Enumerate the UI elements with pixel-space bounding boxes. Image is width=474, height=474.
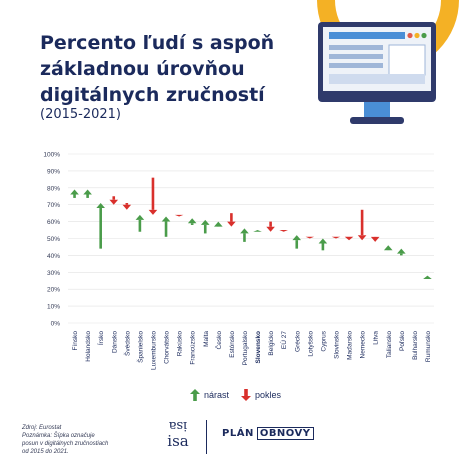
logo-divider: [206, 420, 207, 454]
x-tick-label: Francúzsko: [190, 331, 197, 365]
title-line-3: digitálnych zručností: [40, 84, 265, 106]
x-tick-label: Grécko: [294, 331, 301, 352]
legend-decrease-label: pokles: [255, 390, 282, 400]
isa-logo-mirror: isa: [168, 418, 188, 433]
decrease-arrow-head: [305, 236, 315, 239]
up-arrow-icon: [190, 389, 200, 401]
monitor-illustration: [317, 0, 459, 124]
x-tick-label: EÚ 27: [279, 331, 288, 349]
x-tick-label: Rumunsko: [425, 331, 432, 362]
x-tick-label: Portugalsko: [242, 331, 249, 366]
x-tick-label: Nemecko: [360, 331, 367, 359]
decrease-arrow-head: [227, 221, 236, 227]
x-tick-label: Holandsko: [85, 331, 92, 362]
increase-arrow-head: [135, 214, 145, 220]
decrease-arrow-head: [266, 226, 275, 232]
increase-arrow-head: [187, 218, 197, 224]
title-line-2: základnou úrovňou: [40, 58, 245, 80]
increase-arrow-head: [240, 228, 249, 234]
plan-logo-text: PLÁN: [222, 428, 254, 439]
x-tick-label: Slovinsko: [333, 331, 340, 359]
source-line-1: Zdroj: Eurostat: [22, 425, 62, 431]
increase-arrow-head: [161, 216, 171, 222]
decrease-arrow-head: [331, 236, 341, 239]
decrease-arrow-head: [344, 236, 354, 241]
plan-obnovy-logo: PLÁN OBNOVY: [222, 427, 314, 440]
decrease-arrow-head: [174, 214, 184, 217]
x-tick-label: Španielsko: [135, 331, 144, 363]
source-line-3: posun v digitálnych zručnostiach: [22, 441, 109, 447]
decrease-arrow-head: [109, 199, 119, 205]
y-tick-label: 100%: [43, 152, 60, 159]
x-tick-label: Fínsko: [72, 331, 79, 351]
x-tick-label: Rakúsko: [177, 331, 184, 357]
chart-legend: nárast pokles: [190, 389, 293, 401]
x-tick-label: Malta: [203, 331, 210, 347]
down-arrow-icon: [241, 389, 252, 401]
x-tick-label: Chorvátsko: [164, 331, 171, 364]
x-tick-label: Poľsko: [399, 331, 406, 351]
title-line-1: Percento ľudí s aspoň: [40, 32, 275, 54]
x-tick-label: Lotyšsko: [307, 331, 314, 357]
chart-title: Percento ľudí s aspoň základnou úrovňou …: [40, 30, 310, 108]
increase-arrow-head: [397, 248, 406, 254]
obnovy-logo-text: OBNOVY: [256, 427, 314, 440]
y-tick-label: 0%: [51, 321, 61, 328]
chart-subtitle: (2015-2021): [40, 107, 122, 122]
increase-arrow-head: [318, 238, 328, 244]
increase-arrow-head: [423, 275, 432, 280]
x-tick-label: Belgicko: [268, 331, 275, 356]
increase-arrow-head: [253, 230, 262, 232]
increase-arrow-head: [292, 235, 302, 241]
y-tick-label: 90%: [47, 168, 60, 175]
source-line-4: od 2015 do 2021.: [22, 449, 69, 455]
decrease-arrow-head: [370, 236, 380, 242]
increase-arrow-head: [70, 189, 79, 195]
legend-increase: nárast: [190, 389, 229, 401]
x-tick-label: Írsko: [96, 331, 105, 345]
y-tick-label: 70%: [47, 202, 60, 209]
x-tick-label: Estónsko: [229, 331, 236, 358]
increase-arrow-head: [200, 219, 210, 225]
increase-arrow-head: [83, 189, 92, 195]
increase-arrow-head: [383, 245, 393, 251]
x-tick-label: Bulharsko: [412, 331, 419, 360]
x-tick-label: Švédsko: [122, 331, 131, 356]
y-tick-label: 40%: [47, 253, 60, 260]
x-tick-label: Dánsko: [111, 331, 118, 353]
x-tick-label: Cyprus: [320, 330, 327, 351]
source-line-2: Poznámka: Šípka označuje: [22, 433, 95, 439]
legend-decrease: pokles: [241, 389, 281, 401]
y-tick-label: 10%: [47, 304, 60, 311]
isa-logo: isa isa: [160, 418, 196, 458]
x-tick-label: Maďarsko: [347, 331, 354, 360]
monitor-base: [350, 117, 404, 124]
source-note: Zdroj: Eurostat Poznámka: Šípka označuje…: [22, 424, 152, 456]
y-tick-label: 80%: [47, 185, 60, 192]
decrease-arrow-head: [279, 230, 288, 232]
x-tick-label: Luxembursko: [150, 331, 157, 370]
isa-logo-text: isa: [167, 432, 189, 450]
increase-arrow-head: [214, 221, 223, 227]
y-tick-label: 20%: [47, 287, 60, 294]
x-tick-label: Česko: [214, 331, 223, 350]
decrease-arrow-head: [357, 235, 367, 241]
x-tick-label: Taliansko: [386, 331, 393, 358]
y-tick-label: 60%: [47, 219, 60, 226]
legend-increase-label: nárast: [204, 390, 230, 400]
increase-arrow-head: [96, 203, 105, 209]
y-tick-label: 30%: [47, 270, 60, 277]
y-tick-label: 50%: [47, 236, 60, 243]
x-tick-label: Slovensko: [255, 331, 262, 364]
decrease-arrow-head: [122, 204, 132, 210]
monitor-stand: [364, 102, 390, 118]
x-tick-label: Litva: [373, 331, 380, 345]
decrease-arrow-head: [148, 209, 158, 215]
arrow-chart: 0% 10% 20% 30% 40% 50% 60% 70% 80% 90% 100% Fínsko H…: [43, 152, 434, 370]
